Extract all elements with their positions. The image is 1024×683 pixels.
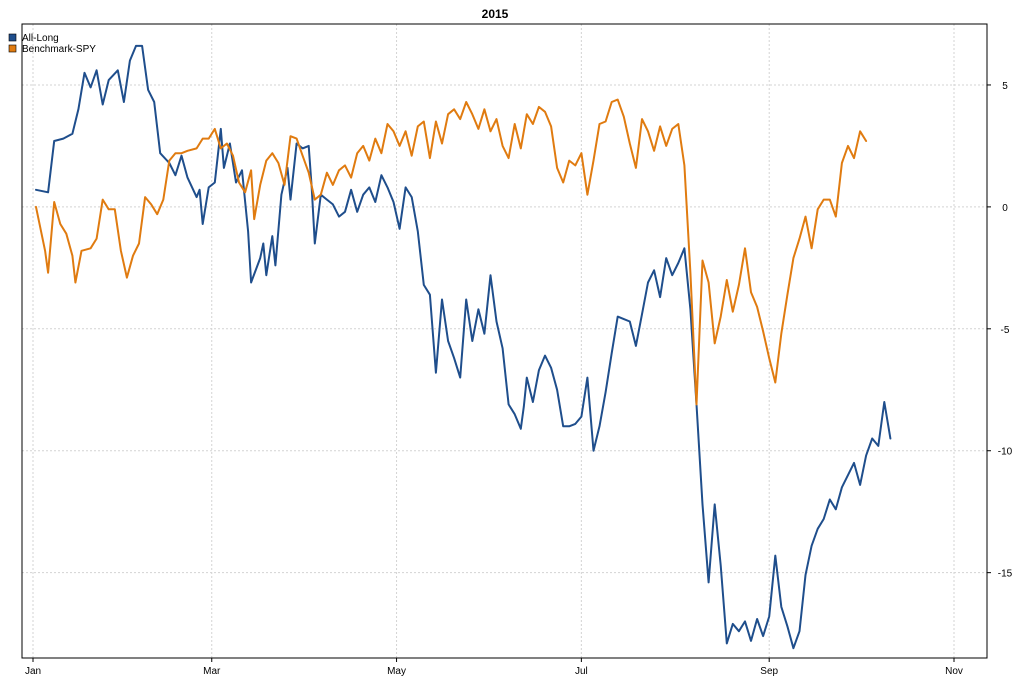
legend-label: All-Long bbox=[22, 33, 59, 44]
legend-swatch bbox=[8, 44, 17, 53]
x-tick-label: Mar bbox=[203, 666, 221, 677]
x-tick-label: Nov bbox=[945, 666, 963, 677]
x-tick-label: Sep bbox=[760, 666, 778, 677]
series-line-all-long bbox=[35, 44, 892, 650]
y-tick-label: 5 bbox=[1002, 81, 1008, 92]
x-tick-label: Jul bbox=[575, 666, 588, 677]
grid-layer bbox=[22, 24, 987, 658]
series-layer bbox=[35, 44, 892, 650]
series-line-benchmark-spy bbox=[35, 98, 868, 406]
y-tick-label: -15 bbox=[998, 569, 1013, 580]
chart-title: 2015 bbox=[482, 7, 509, 21]
axis-layer: Jan Mar May Jul Sep Nov 5 0 -5 -10 -15 bbox=[25, 81, 1013, 677]
x-tick-label: Jan bbox=[25, 666, 41, 677]
legend-label: Benchmark-SPY bbox=[22, 44, 96, 55]
x-tick-label: May bbox=[387, 666, 406, 677]
y-tick-label: -10 bbox=[998, 447, 1013, 458]
y-tick-label: -5 bbox=[1001, 325, 1010, 336]
legend-swatch bbox=[8, 33, 17, 42]
plot-frame bbox=[21, 23, 988, 659]
y-tick-label: 0 bbox=[1002, 203, 1008, 214]
